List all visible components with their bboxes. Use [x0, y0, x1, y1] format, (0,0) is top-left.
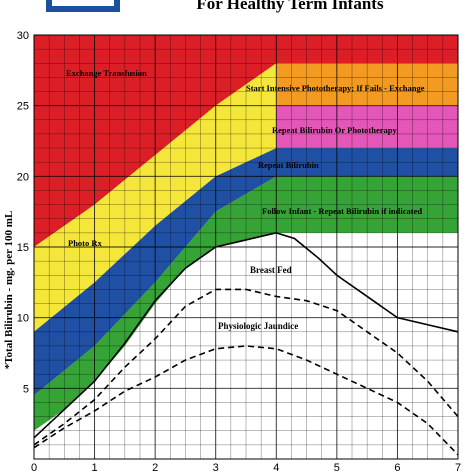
y-tick-labels: 5 10 15 20 25 30: [17, 30, 29, 395]
curves-layer: [33, 232, 459, 456]
zone-label-repeat: Repeat Bilirubin: [258, 160, 319, 170]
y-tick-label: 10: [17, 313, 29, 325]
x-tick-label: 6: [394, 462, 400, 474]
x-tick-labels: 0 1 2 3 4 5 6 7: [31, 462, 461, 474]
chart-title: For Healthy Term Infants: [196, 0, 384, 13]
x-tick-label: 4: [273, 462, 279, 474]
x-tick-label: 5: [334, 462, 340, 474]
header-badge: [46, 0, 120, 12]
zone-repeat: [34, 148, 458, 396]
x-tick-label: 2: [152, 462, 158, 474]
zone-label-intensive: Start Intensive Phototherapy; If Fails -…: [246, 83, 425, 93]
series-line-0: [33, 232, 459, 439]
series-label-breast-fed: Breast Fed: [250, 265, 292, 275]
zone-label-repeat-photo: Repeat Bilirubin Or Phototherapy: [272, 125, 397, 135]
x-tick-label: 3: [213, 462, 219, 474]
zone-label-photo-rx: Photo Rx: [68, 238, 103, 248]
y-tick-label: 25: [17, 101, 29, 113]
series-line-1: [33, 288, 459, 446]
x-tick-label: 1: [92, 462, 98, 474]
zone-labels: Exchange Transfusion Start Intensive Pho…: [66, 68, 425, 248]
zone-label-exchange: Exchange Transfusion: [66, 68, 147, 78]
y-axis-label: *Total Bilirubin - mg. per 100 mL: [3, 211, 15, 370]
y-tick-label: 15: [17, 242, 29, 254]
y-tick-label: 5: [23, 383, 29, 395]
y-tick-label: 30: [17, 30, 29, 42]
plot-frame: [33, 34, 459, 460]
y-tick-label: 20: [17, 171, 29, 183]
x-tick-label: 7: [455, 462, 461, 474]
zone-label-follow: Follow Infant - Repeat Bilirubin if indi…: [262, 206, 422, 216]
series-line-2: [33, 345, 459, 456]
series-label-physiologic-jaundice: Physiologic Jaundice: [218, 321, 298, 331]
x-tick-label: 0: [31, 462, 37, 474]
